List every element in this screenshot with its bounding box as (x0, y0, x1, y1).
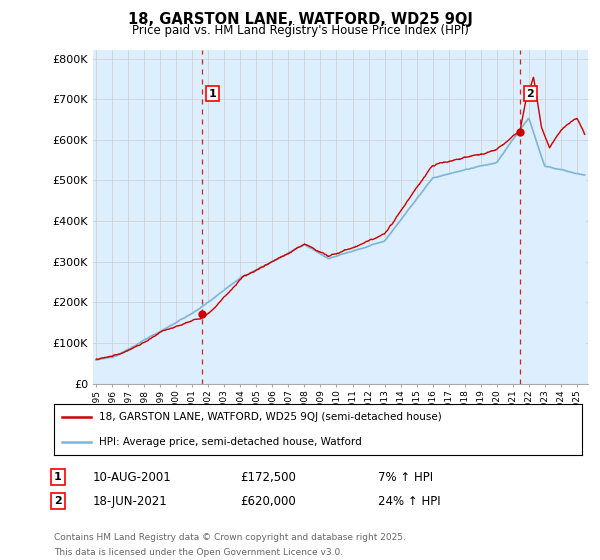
Text: 10-AUG-2001: 10-AUG-2001 (93, 470, 172, 484)
Text: 7% ↑ HPI: 7% ↑ HPI (378, 470, 433, 484)
Text: 18, GARSTON LANE, WATFORD, WD25 9QJ: 18, GARSTON LANE, WATFORD, WD25 9QJ (128, 12, 472, 27)
Text: 2: 2 (526, 88, 534, 99)
Text: 24% ↑ HPI: 24% ↑ HPI (378, 494, 440, 508)
Text: 2: 2 (54, 496, 62, 506)
Text: HPI: Average price, semi-detached house, Watford: HPI: Average price, semi-detached house,… (99, 437, 362, 447)
Text: £620,000: £620,000 (240, 494, 296, 508)
Text: 18-JUN-2021: 18-JUN-2021 (93, 494, 168, 508)
Text: 1: 1 (208, 88, 216, 99)
Text: This data is licensed under the Open Government Licence v3.0.: This data is licensed under the Open Gov… (54, 548, 343, 557)
Text: £172,500: £172,500 (240, 470, 296, 484)
Text: Price paid vs. HM Land Registry's House Price Index (HPI): Price paid vs. HM Land Registry's House … (131, 24, 469, 36)
Text: 18, GARSTON LANE, WATFORD, WD25 9QJ (semi-detached house): 18, GARSTON LANE, WATFORD, WD25 9QJ (sem… (99, 412, 442, 422)
Text: 1: 1 (54, 472, 62, 482)
Text: Contains HM Land Registry data © Crown copyright and database right 2025.: Contains HM Land Registry data © Crown c… (54, 533, 406, 542)
